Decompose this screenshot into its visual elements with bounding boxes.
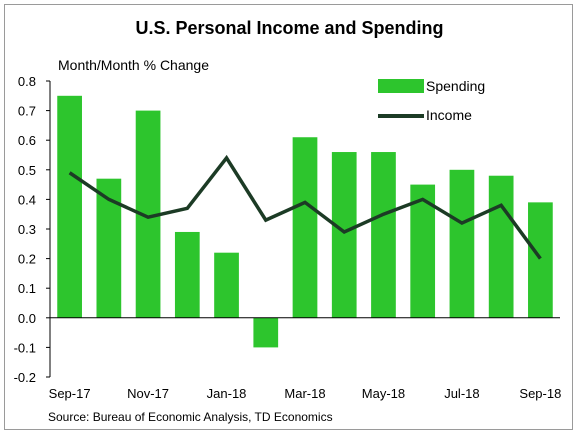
x-tick-label: Mar-18: [284, 386, 325, 401]
legend-label-spending: Spending: [426, 78, 485, 94]
y-tick-label: -0.2: [14, 370, 36, 385]
x-tick-label: Nov-17: [127, 386, 169, 401]
y-tick-label: 0.3: [18, 222, 36, 237]
spending-bars: [57, 95, 553, 348]
y-tick-label: 0.6: [18, 133, 36, 148]
y-tick-label: 0.5: [18, 163, 36, 178]
spending-bar-feb-18: [253, 317, 279, 348]
x-tick-label: Sep-18: [519, 386, 561, 401]
chart-axes: [46, 80, 560, 378]
y-axis-title: Month/Month % Change: [58, 57, 209, 73]
x-tick-label: May-18: [362, 386, 405, 401]
spending-bar-sep-18: [528, 202, 553, 318]
source-note: Source: Bureau of Economic Analysis, TD …: [48, 410, 333, 424]
chart-legend: Spending Income: [378, 78, 485, 123]
income-line-group: [68, 154, 542, 260]
x-tick-label: Jul-18: [444, 386, 479, 401]
legend-label-income: Income: [426, 107, 472, 123]
y-tick-label: 0.8: [18, 74, 36, 89]
x-tick-label: Jan-18: [207, 386, 247, 401]
spending-bar-may-18: [371, 152, 396, 318]
spending-bar-aug-18: [488, 175, 514, 318]
y-tick-label: 0.7: [18, 104, 36, 119]
legend-swatch-spending: [378, 79, 424, 93]
spending-bar-dec-17: [174, 231, 200, 318]
spending-bar-jun-18: [410, 184, 436, 318]
x-tick-labels: Sep-17 Nov-17 Jan-18 Mar-18 May-18 Jul-18 Sep-…: [49, 386, 562, 401]
spending-bar-jul-18: [449, 169, 475, 318]
spending-bar-sep-17: [57, 95, 82, 318]
y-tick-label: -0.1: [14, 340, 36, 355]
y-tick-label: 0.1: [18, 281, 36, 296]
chart-title: U.S. Personal Income and Spending: [135, 18, 444, 38]
spending-bar-mar-18: [292, 137, 318, 318]
income-line: [68, 154, 542, 260]
spending-bar-jan-18: [214, 252, 239, 318]
y-tick-labels: 0.8 0.7 0.6 0.5 0.4 0.3 0.2 0.1 0.0 -0.1 -0.2: [14, 74, 36, 385]
y-tick-label: 0.2: [18, 252, 36, 267]
y-tick-label: 0.4: [18, 192, 36, 207]
spending-bar-apr-18: [331, 152, 357, 318]
x-tick-label: Sep-17: [49, 386, 91, 401]
y-tick-label: 0.0: [18, 311, 36, 326]
